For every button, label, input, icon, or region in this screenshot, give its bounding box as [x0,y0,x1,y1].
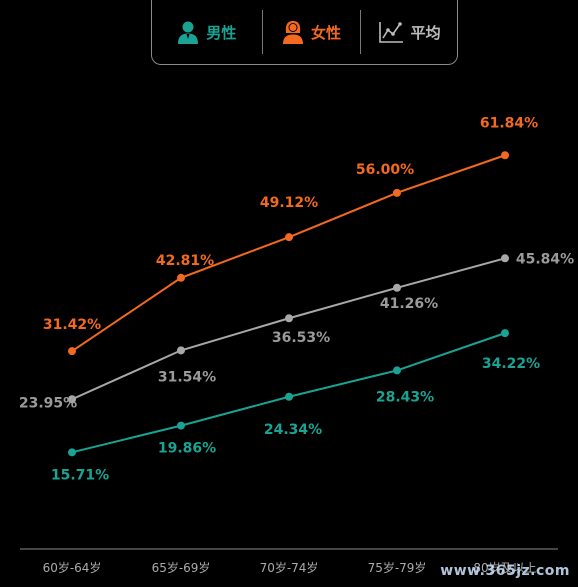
data-point[interactable] [177,273,185,282]
data-label: 49.12% [260,195,318,211]
data-label: 31.54% [158,369,216,385]
data-point[interactable] [68,347,76,356]
legend-male-label: 男性 [206,23,237,42]
data-point[interactable] [177,346,185,355]
x-tick-label: 60岁-64岁 [43,560,102,575]
x-tick-label: 80岁及以上 [473,560,536,575]
data-point[interactable] [177,421,185,430]
x-tick-label: 75岁-79岁 [368,560,427,575]
data-label: 42.81% [156,253,214,269]
data-point[interactable] [285,392,293,401]
legend-item-female[interactable]: 女性 [261,10,361,54]
data-point[interactable] [285,233,293,242]
data-label: 31.42% [43,317,101,333]
data-label: 34.22% [482,356,540,372]
data-point[interactable] [68,395,76,404]
data-point[interactable] [68,448,76,457]
legend-item-male[interactable]: 男性 [152,10,262,54]
data-point[interactable] [393,366,401,375]
data-label: 24.34% [264,422,322,438]
data-point[interactable] [393,283,401,292]
data-label: 28.43% [376,389,434,405]
series-line-1 [71,257,506,401]
data-point[interactable] [285,314,293,323]
data-label: 23.95% [19,395,77,411]
data-point[interactable] [501,151,509,160]
female-user-icon [282,21,303,44]
legend-average-label: 平均 [410,23,441,42]
line-chart-icon [378,22,403,43]
legend: 男性 女性 平均 [151,0,458,65]
data-label: 61.84% [480,115,538,131]
data-label: 56.00% [356,162,414,178]
data-point[interactable] [501,254,509,263]
x-tick-label: 70岁-74岁 [260,560,319,575]
data-point[interactable] [393,188,401,197]
watermark: www.365jz.com [440,563,570,579]
data-point[interactable] [501,329,509,338]
data-label: 41.26% [380,296,438,312]
data-label: 36.53% [272,330,330,346]
data-label: 19.86% [158,441,216,457]
male-user-icon [178,21,199,44]
legend-female-label: 女性 [310,23,341,42]
legend-item-average[interactable]: 平均 [360,10,457,54]
data-label: 15.71% [51,467,109,483]
data-label: 45.84% [516,251,574,267]
x-tick-label: 65岁-69岁 [152,560,211,575]
